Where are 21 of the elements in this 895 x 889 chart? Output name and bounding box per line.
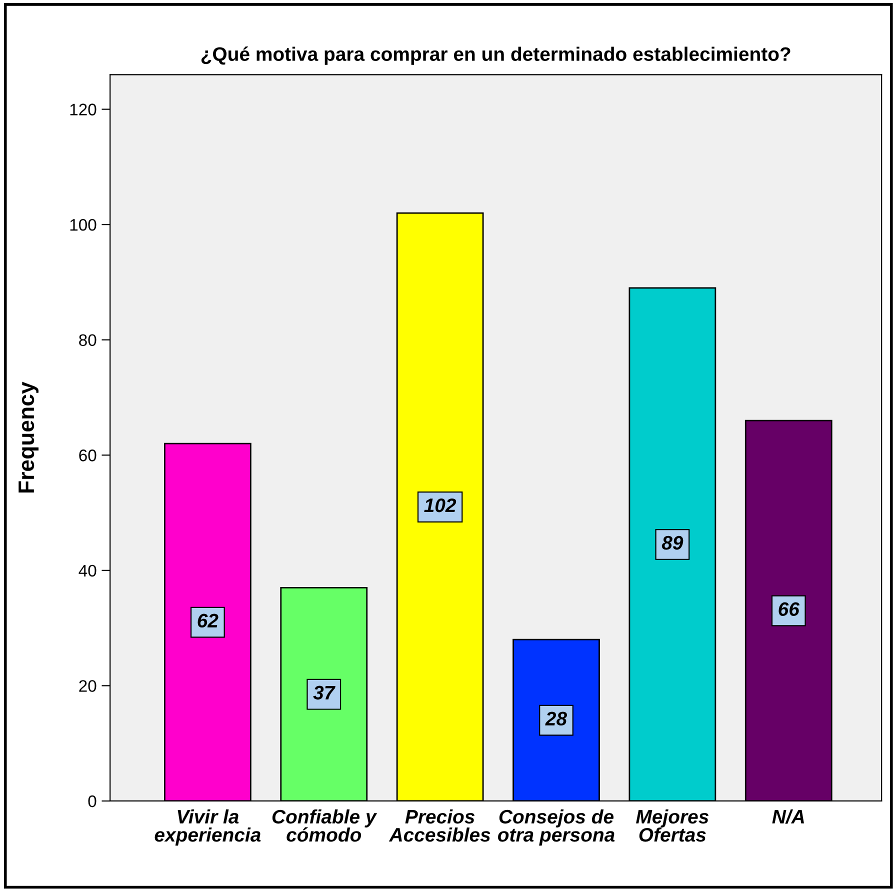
- data-label: 37: [313, 686, 336, 700]
- data-label: 102: [424, 498, 456, 512]
- x-tick-label: Precios Accesibles: [388, 809, 490, 842]
- x-tick-label: N/A: [772, 809, 804, 824]
- y-axis-title: Frequency: [18, 382, 39, 493]
- y-tick-label: 120: [70, 104, 96, 116]
- data-label: 66: [778, 602, 800, 616]
- x-tick-label: Confiable y cómodo: [272, 809, 378, 842]
- y-tick-label: 60: [79, 450, 96, 462]
- chart-title: ¿Qué motiva para comprar en un determinado establecimiento?: [201, 46, 790, 65]
- y-tick-label: 20: [79, 680, 96, 692]
- y-tick-label: 40: [78, 564, 96, 577]
- x-tick-label: Mejores Ofertas: [636, 809, 709, 842]
- data-label: 28: [545, 712, 568, 726]
- y-tick-label: 0: [88, 795, 96, 808]
- x-tick-label: Vivir la experiencia: [154, 809, 261, 846]
- data-label: 62: [198, 614, 218, 628]
- y-tick-label: 100: [70, 218, 96, 231]
- x-tick-label: Consejos de otra persona: [498, 809, 615, 846]
- y-tick-label: 80: [79, 334, 96, 346]
- data-label: 89: [662, 536, 684, 550]
